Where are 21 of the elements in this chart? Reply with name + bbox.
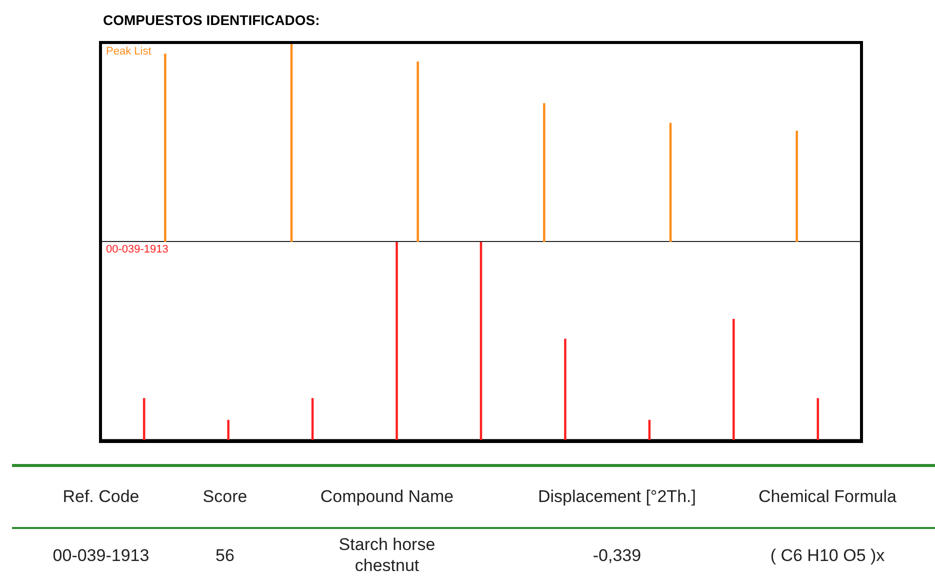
bar bbox=[796, 130, 798, 242]
bar bbox=[564, 338, 566, 440]
chart-title: COMPUESTOS IDENTIFICADOS: bbox=[103, 12, 320, 28]
text: 00-039-1913 bbox=[52, 544, 150, 566]
text: Starch horse chestnut bbox=[338, 534, 436, 576]
text: Chemical Formula bbox=[758, 487, 898, 507]
bar bbox=[164, 54, 166, 242]
text: Ref. Code bbox=[62, 487, 140, 507]
bar bbox=[732, 318, 735, 440]
text: Score bbox=[202, 487, 248, 507]
bar bbox=[227, 420, 230, 440]
text: ( C6 H10 O5 )x bbox=[769, 544, 886, 566]
text: Displacement [°2Th.] bbox=[537, 487, 697, 507]
text: Compound Name bbox=[319, 487, 455, 507]
text: -0,339 bbox=[592, 544, 642, 566]
series-label: Peak List bbox=[106, 46, 152, 58]
text: 00-039-1913 bbox=[106, 244, 168, 256]
bar bbox=[543, 103, 546, 242]
bar bbox=[416, 61, 419, 242]
bar bbox=[396, 242, 398, 440]
text: 56 bbox=[214, 544, 236, 566]
